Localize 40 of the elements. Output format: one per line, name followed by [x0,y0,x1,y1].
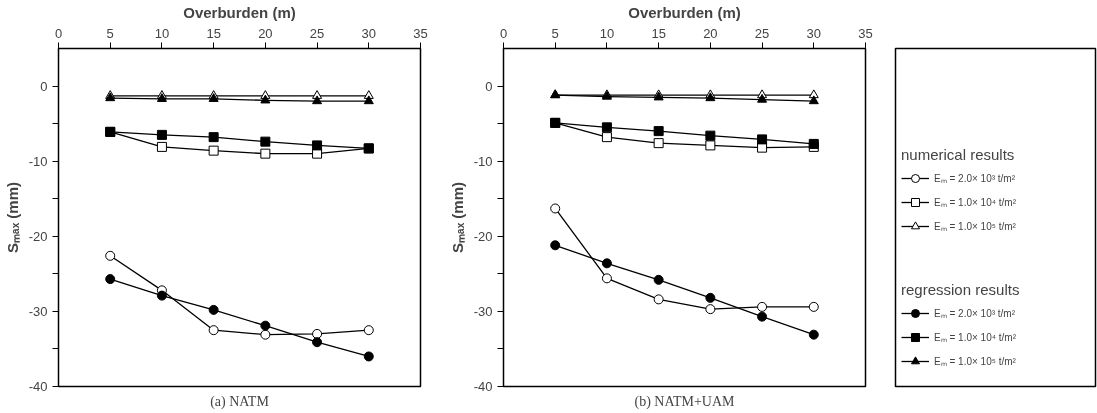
x-tick-label: 20 [258,25,273,41]
x-axis-title: Overburden (m) [183,3,296,21]
text: (a) NATM [210,393,270,410]
legend-label: Eₘ = 1.0× 10⁴ t/m² [934,196,1017,209]
x-tick-label: 0 [499,25,508,41]
y-tick-label: -30 [473,303,493,319]
legend-label: Eₘ = 1.0× 10⁵ t/m² [934,355,1016,368]
y-tick-label: -40 [28,379,48,394]
y-tick-label: 0 [40,78,48,94]
x-tick-label: 20 [703,25,718,41]
x-tick-label: 5 [551,25,559,41]
x-tick-label: 15 [651,25,666,41]
y-tick-label: -20 [28,228,48,244]
y-axis-title: Sₘₐₓ (mm) [3,182,21,253]
x-axis-title: Overburden (m) [628,3,741,21]
legend-label: Eₘ = 1.0× 10⁵ t/m² [934,220,1016,233]
text: numerical results [901,146,1015,163]
x-tick-label: 30 [806,25,822,41]
text: (b) NATM+UAM [634,393,736,410]
y-tick-label: -20 [473,228,493,244]
legend-label: Eₘ = 2.0× 10³ t/m² [934,172,1016,185]
text: regression results [901,281,1020,298]
x-tick-label: 15 [206,25,221,41]
x-tick-label: 25 [309,25,325,41]
y-tick-label: -10 [473,153,493,169]
x-tick-label: 10 [599,25,615,41]
y-tick-label: 0 [485,78,493,94]
x-tick-label: 30 [361,25,377,41]
x-tick-label: 5 [106,25,114,41]
y-axis-title: Sₘₐₓ (mm) [448,182,466,253]
x-tick-label: 35 [413,25,428,41]
y-tick-label: -10 [28,153,48,169]
legend-label: Eₘ = 2.0× 10³ t/m² [934,307,1016,320]
x-tick-label: 25 [754,25,770,41]
x-tick-label: 10 [154,25,170,41]
x-tick-label: 0 [54,25,63,41]
legend-label: Eₘ = 1.0× 10⁴ t/m² [934,331,1017,344]
y-tick-label: -40 [473,379,493,394]
x-tick-label: 35 [858,25,873,41]
y-tick-label: -30 [28,303,48,319]
